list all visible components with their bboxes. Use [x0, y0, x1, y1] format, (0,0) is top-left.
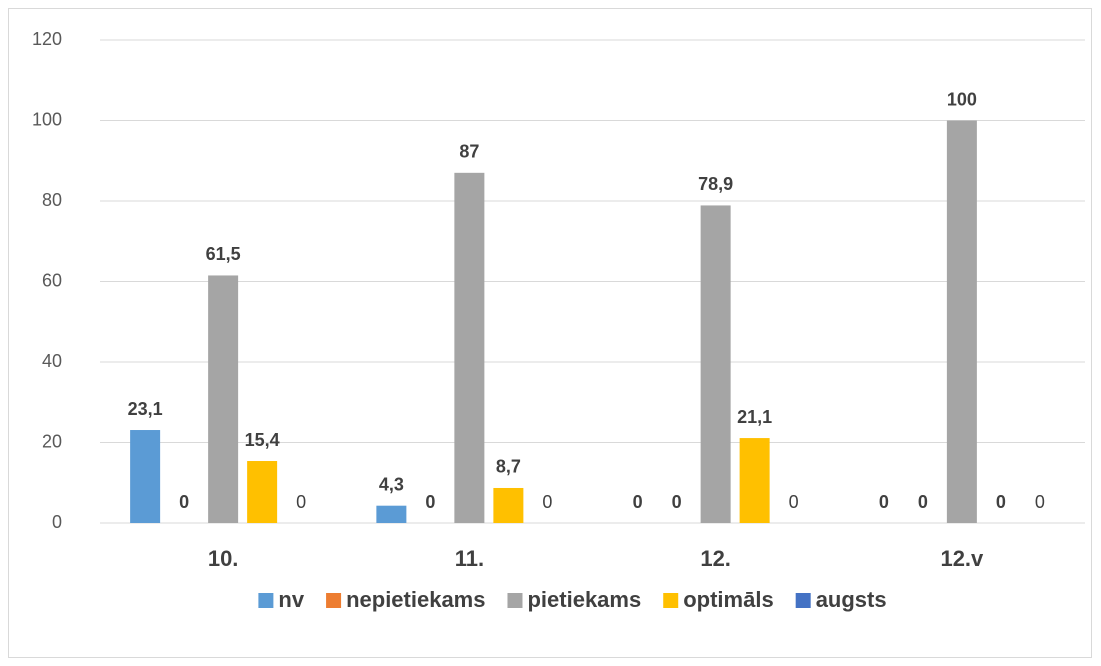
bar [208, 275, 239, 523]
legend-swatch [326, 593, 342, 608]
data-label: 78,9 [698, 174, 733, 194]
data-label: 0 [1035, 492, 1045, 512]
x-tick-label: 12. [700, 546, 731, 571]
y-tick-label: 60 [42, 270, 62, 290]
y-tick-label: 0 [52, 512, 62, 532]
y-tick-label: 20 [42, 431, 62, 451]
y-tick-label: 100 [32, 109, 62, 129]
data-label: 0 [633, 492, 643, 512]
data-label: 100 [947, 89, 977, 109]
bar [946, 120, 977, 523]
data-label: 0 [672, 492, 682, 512]
data-label: 23,1 [128, 399, 163, 419]
data-label: 0 [918, 492, 928, 512]
data-label: 0 [542, 492, 552, 512]
x-tick-label: 11. [455, 546, 484, 571]
data-label: 0 [425, 492, 435, 512]
bar [130, 430, 161, 523]
data-label: 21,1 [737, 407, 772, 427]
data-label: 0 [789, 492, 799, 512]
legend-label: pietiekams [527, 587, 641, 612]
x-tick-label: 12.v [940, 546, 984, 571]
data-label: 8,7 [496, 457, 521, 477]
data-label: 15,4 [245, 430, 280, 450]
legend-label: optimāls [683, 587, 773, 612]
data-label: 4,3 [379, 474, 404, 494]
data-label: 0 [996, 492, 1006, 512]
data-label: 87 [459, 142, 479, 162]
data-label: 61,5 [206, 244, 241, 264]
legend-label: nv [278, 587, 304, 612]
legend-swatch [795, 593, 811, 608]
y-tick-label: 120 [32, 29, 62, 49]
y-tick-label: 40 [42, 351, 62, 371]
legend-swatch [663, 593, 679, 608]
bar [376, 505, 407, 523]
data-label: 0 [879, 492, 889, 512]
legend-label: augsts [816, 587, 887, 612]
bar [454, 172, 485, 523]
bar [700, 205, 731, 524]
bar [739, 438, 770, 523]
y-tick-label: 80 [42, 190, 62, 210]
legend-swatch [507, 593, 523, 608]
bar [493, 487, 524, 523]
data-label: 0 [296, 492, 306, 512]
x-tick-label: 10. [208, 546, 239, 571]
chart-border [8, 8, 1092, 658]
legend-label: nepietiekams [346, 587, 485, 612]
bar [247, 461, 278, 523]
data-label: 0 [179, 492, 189, 512]
legend-swatch [258, 593, 274, 608]
